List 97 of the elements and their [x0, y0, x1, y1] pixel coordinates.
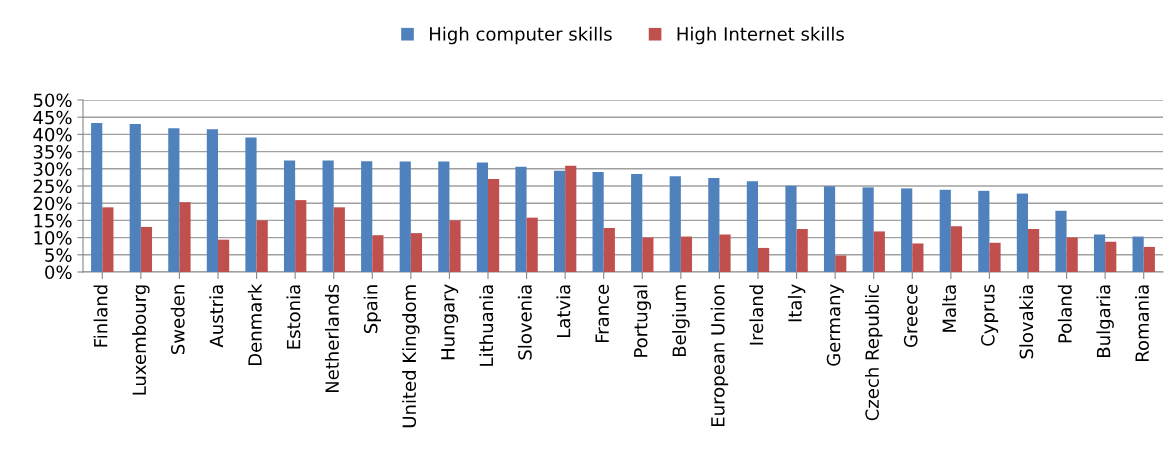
bar [488, 179, 500, 272]
y-tick-label: 30% [33, 162, 72, 176]
legend-label: High computer skills [430, 26, 612, 45]
x-tick-label: Greece [903, 284, 918, 348]
bar [295, 200, 307, 272]
x-tick-label: Poland [1057, 285, 1072, 343]
bar [862, 187, 874, 272]
bar [553, 170, 566, 272]
x-tick-label: Cyprus [981, 284, 999, 346]
bar [361, 161, 373, 272]
bar [1143, 246, 1155, 272]
bar [1093, 234, 1106, 272]
bar [796, 229, 808, 272]
bar [939, 189, 951, 272]
x-tick-label: Belgium [672, 285, 690, 357]
x-tick-label: Slovenia [517, 285, 532, 360]
bar [631, 173, 643, 272]
x-tick-label: Spain [363, 285, 382, 334]
bar [592, 171, 604, 272]
bar [476, 162, 488, 272]
bar [1105, 241, 1117, 272]
x-tick-label: Luxembourg [132, 285, 150, 395]
x-tick-label: France [595, 284, 609, 343]
x-tick-label: Romania [1134, 285, 1149, 361]
x-tick-label: Sweden [170, 285, 185, 354]
x-tick-label: Estonia [286, 285, 301, 349]
x-tick-label: Hungary [441, 284, 459, 360]
bar [603, 227, 615, 272]
bar [283, 160, 296, 272]
x-tick-label: Ireland [749, 285, 764, 345]
bar [785, 185, 797, 272]
x-tick-label: Finland [93, 285, 108, 347]
bar [129, 124, 141, 272]
bar [823, 186, 836, 272]
bar [901, 188, 913, 272]
y-tick-label: 15% [34, 213, 72, 228]
bar [245, 137, 257, 272]
bar [1066, 237, 1078, 272]
bar [322, 160, 334, 272]
x-tick-label: Denmark [247, 283, 262, 366]
x-tick-label: Italy [787, 284, 806, 322]
bar [218, 239, 230, 272]
bar [140, 226, 153, 272]
bar [669, 176, 681, 272]
x-tick-label: Czech Republic [864, 284, 883, 421]
x-tick-label: Latvia [556, 285, 571, 337]
bar [91, 123, 103, 272]
y-tick-label: 40% [33, 127, 72, 142]
x-tick-label: Germany [826, 284, 844, 366]
bar [372, 235, 384, 272]
bar [835, 255, 847, 272]
bar [256, 220, 268, 272]
bar [746, 181, 758, 272]
bar [168, 128, 180, 272]
bar [449, 220, 461, 272]
x-tick-label: Bulgaria [1096, 285, 1114, 357]
x-tick-label: Austria [209, 285, 224, 348]
x-tick-label: Netherlands [324, 284, 339, 393]
y-tick-label: 45% [33, 110, 72, 125]
y-tick-label: 5% [45, 248, 72, 262]
bar [399, 161, 411, 272]
bar [179, 202, 191, 272]
bar [989, 242, 1001, 272]
bar [912, 243, 924, 272]
x-tick-label: United Kingdom [402, 285, 420, 428]
bar [642, 237, 654, 272]
bar [758, 247, 770, 272]
y-tick-label: 50% [33, 93, 72, 108]
y-tick-label: 25% [33, 179, 72, 194]
bar [526, 217, 538, 272]
bar [1028, 229, 1040, 272]
y-tick-label: 0% [45, 265, 72, 280]
bar [410, 233, 423, 272]
bar [206, 129, 218, 272]
x-tick-label: European Union [710, 285, 729, 426]
bar [873, 231, 885, 272]
bar [102, 207, 114, 272]
y-tick-label: 10% [34, 231, 72, 245]
bar [1016, 193, 1028, 272]
bar [333, 207, 345, 272]
bar [719, 234, 731, 272]
bar [438, 161, 450, 272]
y-tick-label: 20% [33, 196, 72, 211]
y-tick-label: 35% [33, 145, 72, 159]
x-tick-label: Portugal [633, 285, 652, 357]
legend-label: High Internet skills [677, 26, 844, 45]
x-tick-label: Slovakia [1019, 285, 1034, 359]
bar [950, 226, 963, 272]
bar [1132, 236, 1144, 272]
bar [565, 165, 577, 272]
x-tick-label: Malta [942, 285, 957, 332]
bar [515, 166, 527, 272]
bar [1055, 210, 1067, 272]
x-tick-label: Lithuania [479, 285, 494, 366]
bar [708, 178, 720, 272]
bar [978, 190, 990, 272]
bar [680, 236, 693, 272]
